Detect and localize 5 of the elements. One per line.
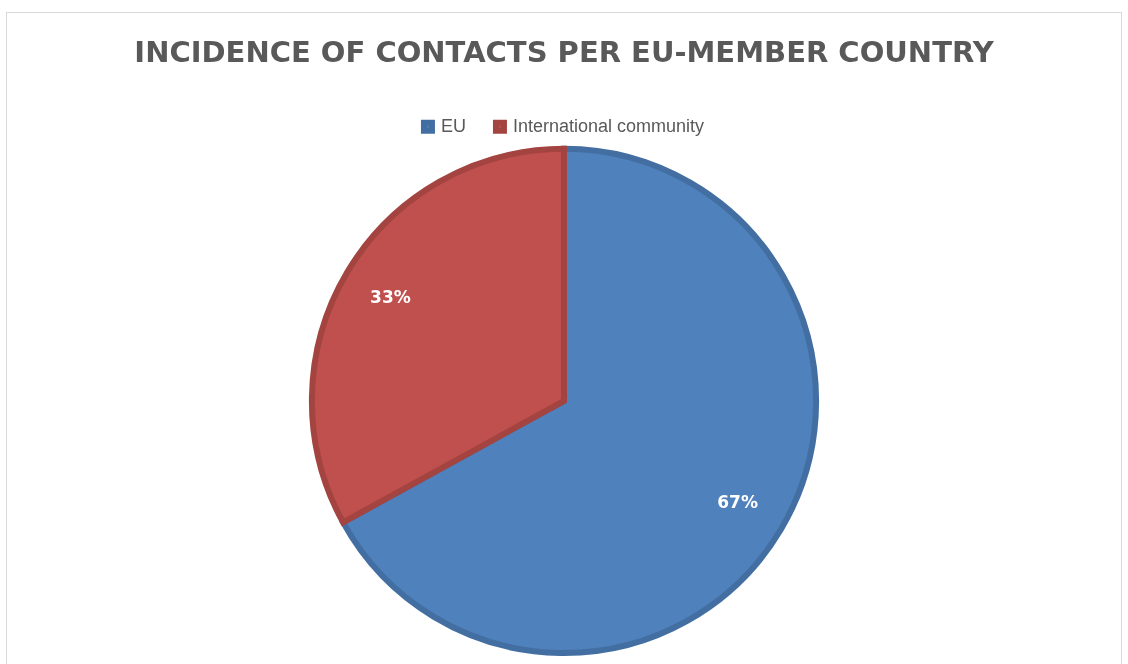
legend-label: EU: [440, 115, 466, 136]
chart-title: INCIDENCE OF CONTACTS PER EU-MEMBER COUNTRY: [134, 34, 995, 69]
data-label: 67%: [717, 491, 758, 512]
legend-label: International community: [512, 115, 705, 136]
data-label: 33%: [370, 286, 411, 307]
